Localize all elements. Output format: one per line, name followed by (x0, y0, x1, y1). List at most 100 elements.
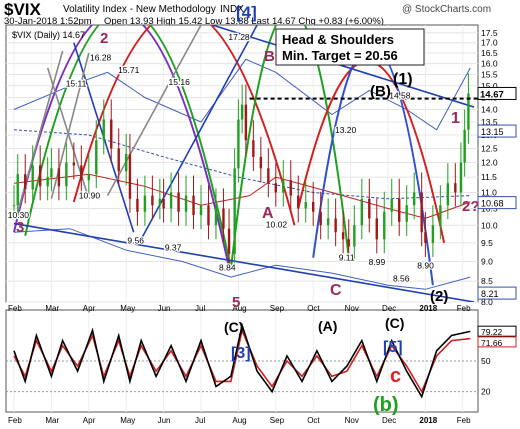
x-tick-label-ind-6: Aug (232, 416, 246, 425)
candle-body-9 (72, 162, 76, 166)
candle-body-32 (233, 168, 236, 254)
candle-body-42 (297, 195, 300, 209)
candle-body-14 (110, 119, 113, 149)
candle-body-33 (237, 119, 240, 169)
candle-body-44 (312, 201, 315, 212)
y-axis: 8.08.59.09.510.010.511.011.512.012.513.0… (481, 28, 498, 307)
price-label-7: 9.37 (165, 243, 182, 253)
candle-body-66 (463, 129, 466, 163)
candle-body-37 (259, 156, 263, 169)
candle-body-0 (12, 205, 16, 207)
candle-body-16 (125, 154, 128, 172)
candle-body-15 (117, 148, 120, 172)
x-tick-label-ind-0: Feb (8, 416, 22, 425)
candle-body-25 (184, 195, 188, 212)
candle-body-43 (304, 201, 307, 209)
wave-label-1: 1 (451, 110, 460, 127)
price-label-16: 8.90 (417, 260, 434, 270)
cycle-arc-0 (13, 25, 231, 268)
y-tick-label-7: 11.5 (481, 172, 497, 182)
right-label-2: 8.21 (481, 289, 499, 299)
x-tick-label-ind-10: Dec (382, 416, 396, 425)
chart-quote: Open 13.93 High 15.42 Low 13.88 Last 14.… (104, 16, 384, 27)
candle-body-11 (87, 174, 90, 181)
trend-line-6 (106, 25, 202, 196)
price-label-5: 9.56 (127, 236, 144, 246)
price-label-0: 10.30 (8, 210, 30, 220)
candle-body-28 (207, 205, 210, 226)
x-tick-label-8: Oct (307, 304, 320, 313)
wave-4-label: [4] (236, 3, 257, 22)
candle-body-7 (57, 168, 61, 187)
chart-datetime: 30-Jan-2018 1:52pm (4, 16, 92, 27)
y-tick-label-12: 14.0 (481, 105, 498, 115)
candle-body-30 (222, 208, 225, 229)
candle-body-63 (446, 183, 450, 206)
candle-body-45 (319, 211, 322, 226)
price-label-10: 10.02 (266, 220, 288, 230)
price-label-3: 10.90 (79, 191, 101, 201)
price-labels: 10.30 15.11 16.28 10.90 15.71 9.56 15.16 9.37 17… (6, 31, 435, 285)
candle-body-57 (405, 205, 408, 222)
price-label-6: 15.16 (169, 77, 191, 87)
ind-label-C2: (C) (385, 315, 404, 331)
x-tick-label-ind-5: Jul (195, 416, 205, 425)
candle-body-52 (368, 198, 371, 219)
wave-label-5: 5 (232, 294, 240, 311)
x-tick-label-10: Dec (382, 304, 396, 313)
ind-tick-1: 20 (481, 387, 491, 397)
candle-body-23 (169, 192, 173, 209)
wave-label-1-paren: (1) (393, 71, 413, 88)
candle-body-39 (274, 183, 277, 193)
y-tick-label-2: 9.0 (481, 256, 493, 266)
candle-body-46 (326, 218, 330, 226)
candle-body-17 (128, 154, 132, 199)
candle-body-49 (347, 239, 350, 247)
candle-body-35 (244, 104, 248, 141)
candle-body-53 (375, 218, 378, 240)
y-tick-label-9: 12.5 (481, 144, 498, 154)
right-label-1: 10.68 (481, 199, 504, 209)
y-tick-label-15: 15.5 (481, 70, 498, 80)
candle-body-67 (467, 93, 470, 130)
right-label-0: 13.15 (481, 127, 504, 137)
x-tick-label-ind-12: Feb (457, 416, 471, 425)
cycle-arc-2 (24, 25, 232, 270)
candle-body-19 (143, 195, 147, 212)
wave-label-A: A (262, 205, 274, 222)
candle-body-18 (136, 198, 139, 212)
y-tick-label-14: 15.0 (481, 81, 498, 91)
candle-body-48 (341, 232, 345, 240)
x-tick-label-5: Jul (195, 304, 205, 313)
candle-body-1 (16, 174, 19, 206)
ind-value-label-1: 71.66 (481, 338, 503, 348)
chart-exchange: INDX (220, 4, 244, 15)
x-tick-label-2: Apr (83, 304, 96, 313)
candle-body-65 (459, 162, 463, 193)
price-label-2: 16.28 (90, 53, 112, 63)
y-tick-label-6: 11.0 (481, 187, 497, 197)
candle-body-20 (151, 195, 154, 206)
wave-label-2q: 2? (462, 198, 480, 215)
trend-line-0 (13, 222, 475, 302)
wave-label-2: 2 (100, 30, 108, 47)
chart-name: Volatility Index - New Methodology (63, 4, 216, 15)
y-tick-label-0: 8.0 (481, 297, 493, 307)
candle-body-13 (102, 119, 105, 141)
candle-body-26 (192, 195, 195, 216)
candle-body-6 (50, 168, 53, 178)
candle-body-58 (412, 192, 416, 206)
candle-body-12 (95, 140, 98, 175)
candle-body-64 (454, 183, 457, 193)
candle-body-24 (177, 192, 180, 212)
ind-tick-0: 50 (481, 356, 491, 366)
candle-body-5 (46, 177, 49, 187)
x-tick-label-ind-1: Mar (45, 416, 59, 425)
candle-body-3 (31, 165, 34, 190)
price-label-15: 8.56 (393, 274, 410, 284)
candle-body-8 (65, 162, 68, 187)
ind-label-b: (b) (373, 394, 399, 416)
